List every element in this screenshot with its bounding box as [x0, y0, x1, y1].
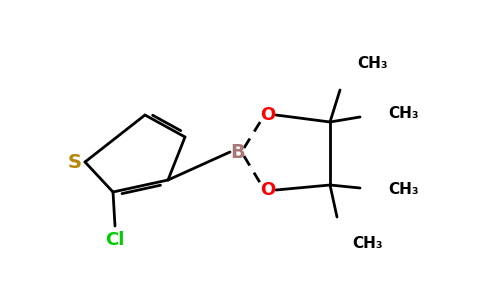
Text: CH₃: CH₃ [352, 236, 383, 250]
Text: O: O [260, 181, 275, 199]
Text: O: O [260, 106, 275, 124]
Text: CH₃: CH₃ [388, 106, 419, 122]
Text: CH₃: CH₃ [388, 182, 419, 197]
Text: S: S [68, 152, 82, 172]
Text: B: B [230, 142, 245, 161]
Text: Cl: Cl [106, 231, 125, 249]
Text: CH₃: CH₃ [357, 56, 388, 71]
